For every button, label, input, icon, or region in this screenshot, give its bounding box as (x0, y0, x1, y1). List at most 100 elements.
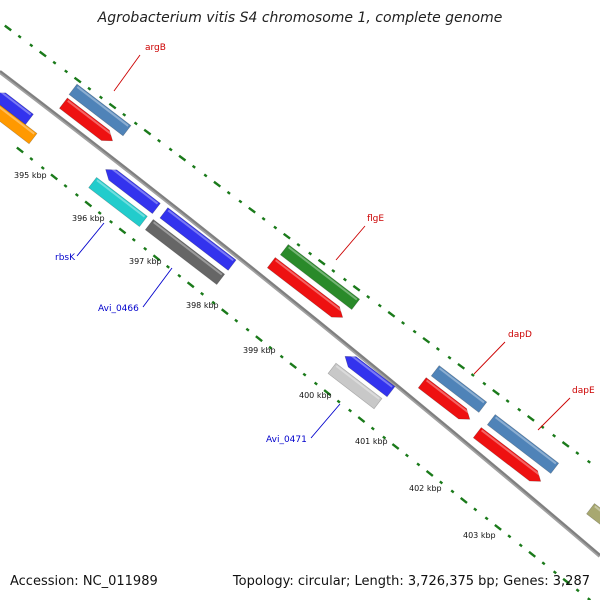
outer-dot-track (317, 258, 326, 266)
gene-feature (327, 362, 383, 410)
inner-dot-track (268, 345, 273, 350)
tick-label: 399 kbp (243, 346, 276, 355)
outer-dot-track (308, 251, 313, 256)
gene-highlight (494, 416, 557, 465)
outer-dot-track (457, 362, 466, 370)
gene-label: Avi_0466 (98, 304, 139, 314)
outer-dot-track (552, 433, 557, 438)
gene-highlight (425, 379, 472, 416)
outer-dot-track (213, 180, 222, 188)
gene-highlight (96, 179, 146, 218)
gene-highlight (153, 221, 223, 276)
gene-feature (0, 103, 38, 145)
outer-dot-track (470, 373, 475, 377)
outer-dot-track (248, 206, 256, 214)
inner-dot-track (279, 354, 284, 359)
inner-dot-track (255, 335, 263, 343)
inner-dot-track (16, 146, 24, 154)
outer-dot-track (64, 69, 69, 74)
leader-line (142, 267, 173, 308)
outer-dot-track (4, 24, 12, 32)
gene-feature (105, 166, 161, 215)
inner-dot-track (507, 534, 512, 539)
outer-dot-track (505, 399, 510, 403)
outer-dot-track (38, 50, 47, 58)
leader-line (537, 397, 571, 431)
outer-dot-track (98, 95, 103, 100)
inner-dot-track (118, 227, 127, 235)
inner-dot-track (40, 166, 45, 170)
outer-dot-track (238, 199, 243, 204)
inner-dot-track (541, 561, 546, 566)
gene-feature (0, 89, 34, 125)
gene-highlight (0, 89, 32, 116)
outer-dot-track (422, 336, 431, 344)
outer-dot-track (191, 164, 196, 169)
gene-feature (430, 365, 488, 413)
gene-feature (144, 219, 226, 285)
outer-dot-track (331, 268, 336, 273)
tick-label: 403 kbp (463, 531, 496, 540)
outer-dot-track (168, 147, 173, 152)
outer-dot-track (561, 441, 570, 448)
gene-feature (59, 97, 115, 142)
tick-label: 400 kbp (299, 391, 332, 400)
outer-dot-track (282, 232, 291, 240)
inner-dot-track (382, 435, 387, 440)
outer-dot-track (261, 216, 266, 221)
inner-dot-track (562, 577, 571, 585)
outer-dot-track (203, 173, 208, 178)
gene-body (59, 97, 114, 142)
outer-dot-track (87, 86, 92, 91)
outer-dot-track (29, 43, 34, 48)
outer-dot-track (377, 303, 382, 308)
outer-dot-track (447, 355, 452, 360)
inner-dot-track (152, 254, 161, 262)
gene-highlight (0, 106, 35, 135)
gene-label: rbsK (55, 253, 76, 263)
tick-label: 395 kbp (14, 171, 47, 180)
inner-dot-track (220, 308, 229, 316)
inner-dot-track (450, 489, 455, 494)
outer-dot-track (296, 242, 301, 247)
outer-dot-track (73, 76, 82, 84)
tick-dot-tracks (4, 24, 592, 600)
backbone (0, 70, 600, 558)
gene-body (144, 219, 226, 285)
accession-text: Accession: NC_011989 (10, 574, 158, 589)
inner-dot-track (84, 200, 93, 208)
outer-dot-track (226, 190, 231, 195)
inner-dot-track (186, 281, 195, 289)
gene-highlight (167, 209, 234, 262)
gene-feature (88, 176, 148, 228)
outer-dot-track (435, 347, 440, 351)
inner-dot-track (439, 480, 444, 485)
tick-label: 402 kbp (409, 484, 442, 493)
outer-dot-track (492, 388, 500, 396)
inner-dot-track (494, 523, 502, 531)
gene-highlight (67, 99, 115, 137)
tick-label: 398 kbp (186, 301, 219, 310)
gene-highlight (594, 505, 600, 520)
outer-dot-track (412, 329, 417, 334)
backbone-line-core (0, 70, 600, 556)
tick-label: 397 kbp (129, 257, 162, 266)
inner-dot-track (357, 416, 366, 423)
inner-dot-track (143, 246, 148, 251)
outer-dot-track (133, 121, 138, 126)
outer-dot-track (157, 138, 162, 143)
gene-body (327, 362, 383, 410)
gene-body (430, 365, 488, 413)
gene-label: Avi_0471 (266, 435, 307, 445)
gene-highlight (275, 259, 345, 314)
inner-dot-track (131, 237, 136, 242)
leader-line (473, 341, 506, 375)
inner-dot-track (391, 443, 400, 450)
inner-dot-track (177, 273, 182, 278)
gene-feature (68, 83, 132, 137)
gene-feature (586, 503, 600, 529)
leader-line (310, 403, 341, 439)
outer-dot-track (366, 295, 371, 299)
label-leaders (76, 54, 571, 439)
gene-body (417, 377, 471, 420)
